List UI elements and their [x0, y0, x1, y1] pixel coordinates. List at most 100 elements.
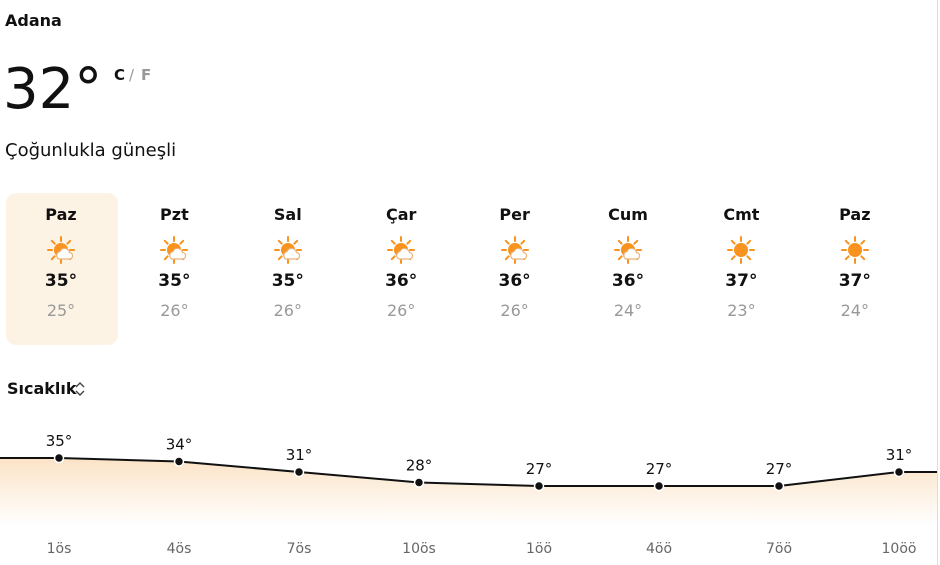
area	[0, 458, 937, 525]
sun-ray	[50, 255, 56, 261]
sun-ray	[519, 239, 525, 245]
sun-ray	[179, 239, 185, 245]
chevron-path	[75, 382, 85, 396]
sun-ray	[731, 255, 737, 261]
low-temp: 26°	[500, 301, 529, 320]
weather-icon	[500, 236, 529, 264]
high-temp: 37°	[838, 271, 871, 291]
day-name: Pzt	[160, 205, 189, 224]
unit-separator: /	[129, 66, 135, 84]
value-label: 34°	[166, 436, 193, 454]
sun-ray	[390, 239, 396, 245]
low-temp: 26°	[160, 301, 189, 320]
cloud	[169, 247, 187, 260]
sun-ray	[844, 239, 850, 245]
day-column: Paz 37° 24°	[805, 205, 905, 320]
low-temp: 24°	[613, 301, 643, 320]
high-temp: 35°	[44, 271, 78, 291]
time-label: 4ös	[167, 541, 192, 557]
sun-ray	[633, 239, 639, 245]
time-label: 7ös	[287, 541, 312, 557]
high-temp: 37°	[725, 271, 758, 291]
value-label: 31°	[886, 446, 913, 464]
value-label: 28°	[406, 457, 433, 475]
metric-selector[interactable]: Sıcaklık	[7, 379, 77, 398]
day-column: Pzt 35° 26°	[124, 205, 224, 320]
sun-ray	[66, 239, 72, 245]
sun-ray	[504, 239, 510, 245]
low-temp: 23°	[727, 301, 756, 320]
sun-ray	[731, 239, 737, 245]
cloud	[396, 247, 414, 260]
day-column: Cmt 37° 23°	[691, 205, 791, 320]
day-name: Cum	[608, 205, 648, 224]
day-name: Per	[499, 205, 530, 224]
value-label: 27°	[646, 460, 673, 478]
cloud	[283, 247, 300, 260]
unit-celsius[interactable]: C	[114, 66, 126, 84]
time-label: 1ös	[47, 541, 72, 557]
day-column: Paz 35° 25°	[11, 205, 111, 320]
sun-ray	[164, 239, 170, 245]
sun-ray	[277, 255, 283, 261]
weather-icon	[840, 236, 869, 264]
weather-icon	[47, 236, 75, 264]
temperature-line	[58, 457, 900, 487]
current-temperature: 32°	[3, 57, 103, 122]
day-name: Cmt	[723, 205, 760, 224]
sun-ray	[746, 239, 752, 245]
sun-ray	[860, 239, 865, 245]
day-name: Sal	[273, 205, 302, 224]
sun-ray	[617, 255, 623, 261]
low-temp: 26°	[273, 301, 302, 320]
sun-ray	[844, 255, 850, 261]
value-label: 35°	[46, 432, 73, 450]
sun-ray	[277, 239, 283, 245]
sun-ray	[390, 255, 396, 261]
cloud	[509, 247, 527, 260]
high-temp: 36°	[611, 271, 645, 291]
day-column: Sal 35° 26°	[238, 205, 338, 320]
chevron-icon[interactable]	[73, 380, 87, 398]
time-label: 10ös	[402, 541, 436, 557]
weather-icon	[273, 236, 302, 264]
selected-day-highlight	[6, 193, 118, 345]
cloud	[56, 247, 74, 260]
day-column: Cum 36° 24°	[578, 205, 678, 320]
point	[173, 456, 185, 467]
high-temp: 36°	[498, 271, 531, 291]
cloud	[623, 247, 641, 260]
value-label: 27°	[526, 460, 553, 478]
unit-fahrenheit[interactable]: F	[141, 66, 152, 84]
border	[937, 0, 938, 565]
weather-icon	[160, 236, 189, 264]
sun-ray	[50, 239, 56, 245]
time-label: 4öö	[646, 541, 672, 557]
high-temp: 35°	[271, 271, 304, 291]
time-label: 7öö	[766, 541, 792, 557]
sun-ray	[406, 239, 412, 245]
day-column: Çar 36° 26°	[351, 205, 451, 320]
location: Adana	[5, 11, 62, 30]
point	[773, 480, 785, 492]
sun-disc	[734, 243, 749, 257]
weather-icon	[614, 236, 642, 264]
low-temp: 25°	[46, 301, 76, 320]
sun-ray	[860, 255, 865, 261]
day-name: Paz	[45, 205, 77, 224]
sun-ray	[293, 239, 298, 245]
sun-disc	[847, 243, 862, 257]
day-name: Çar	[385, 205, 417, 224]
point	[293, 466, 305, 478]
sun-ray	[617, 239, 623, 245]
day-name: Paz	[839, 205, 871, 224]
low-temp: 26°	[387, 301, 416, 320]
low-temp: 24°	[840, 301, 869, 320]
condition: Çoğunlukla güneşli	[5, 140, 177, 161]
day-column: Per 36° 26°	[465, 205, 565, 320]
sun-ray	[504, 255, 510, 261]
point	[533, 480, 545, 492]
point	[413, 477, 425, 488]
sun-ray	[164, 255, 170, 261]
